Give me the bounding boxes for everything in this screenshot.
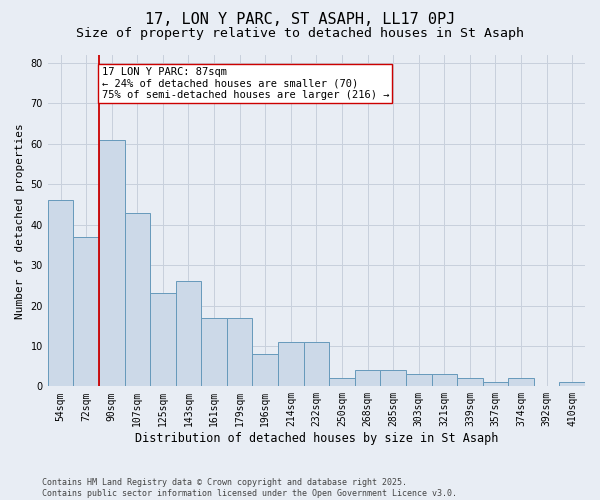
Bar bbox=[48, 200, 73, 386]
Bar bbox=[150, 294, 176, 386]
Bar bbox=[355, 370, 380, 386]
Bar bbox=[508, 378, 534, 386]
X-axis label: Distribution of detached houses by size in St Asaph: Distribution of detached houses by size … bbox=[135, 432, 498, 445]
Bar bbox=[176, 282, 201, 387]
Text: Contains HM Land Registry data © Crown copyright and database right 2025.
Contai: Contains HM Land Registry data © Crown c… bbox=[42, 478, 457, 498]
Bar bbox=[457, 378, 482, 386]
Bar bbox=[329, 378, 355, 386]
Bar bbox=[380, 370, 406, 386]
Bar bbox=[73, 237, 99, 386]
Text: 17 LON Y PARC: 87sqm
← 24% of detached houses are smaller (70)
75% of semi-detac: 17 LON Y PARC: 87sqm ← 24% of detached h… bbox=[101, 67, 389, 100]
Bar bbox=[201, 318, 227, 386]
Text: 17, LON Y PARC, ST ASAPH, LL17 0PJ: 17, LON Y PARC, ST ASAPH, LL17 0PJ bbox=[145, 12, 455, 28]
Bar bbox=[227, 318, 253, 386]
Text: Size of property relative to detached houses in St Asaph: Size of property relative to detached ho… bbox=[76, 28, 524, 40]
Bar bbox=[431, 374, 457, 386]
Bar bbox=[559, 382, 585, 386]
Bar bbox=[253, 354, 278, 386]
Y-axis label: Number of detached properties: Number of detached properties bbox=[15, 123, 25, 318]
Bar bbox=[278, 342, 304, 386]
Bar bbox=[99, 140, 125, 386]
Bar bbox=[482, 382, 508, 386]
Bar bbox=[406, 374, 431, 386]
Bar bbox=[125, 212, 150, 386]
Bar bbox=[304, 342, 329, 386]
